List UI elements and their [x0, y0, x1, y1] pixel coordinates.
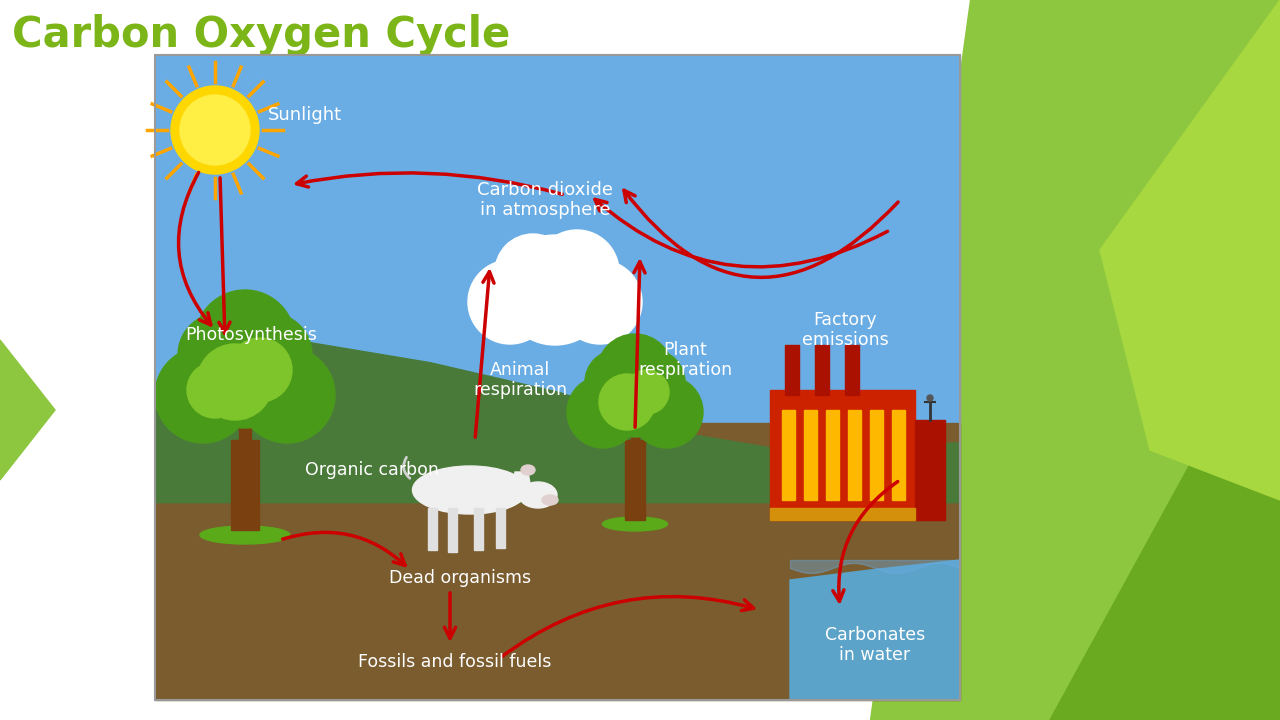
Text: Carbon Oxygen Cycle: Carbon Oxygen Cycle: [12, 14, 511, 56]
Text: Animal
respiration: Animal respiration: [472, 361, 567, 400]
Circle shape: [599, 374, 655, 430]
Bar: [804, 410, 817, 500]
Ellipse shape: [412, 466, 527, 514]
Circle shape: [239, 347, 335, 443]
Circle shape: [178, 313, 262, 397]
Circle shape: [585, 350, 649, 414]
Bar: [625, 440, 645, 520]
Circle shape: [927, 395, 933, 401]
Text: Carbon dioxide
in atmosphere: Carbon dioxide in atmosphere: [477, 181, 613, 220]
Bar: [239, 420, 251, 450]
Bar: [849, 410, 861, 500]
Bar: [155, 55, 960, 423]
Bar: [771, 390, 915, 520]
Ellipse shape: [541, 495, 558, 505]
Bar: [815, 345, 829, 395]
Ellipse shape: [603, 517, 667, 531]
Circle shape: [228, 313, 312, 397]
Polygon shape: [1050, 300, 1280, 720]
Bar: [892, 410, 905, 500]
Ellipse shape: [518, 482, 557, 508]
Circle shape: [596, 334, 673, 410]
Bar: [845, 345, 859, 395]
FancyArrowPatch shape: [403, 457, 410, 478]
Bar: [785, 345, 799, 395]
Text: Sunlight: Sunlight: [268, 106, 342, 124]
Circle shape: [195, 290, 294, 390]
Bar: [631, 425, 639, 447]
Circle shape: [155, 347, 251, 443]
Polygon shape: [512, 472, 532, 495]
Circle shape: [625, 370, 669, 414]
Ellipse shape: [521, 465, 535, 475]
Text: Photosynthesis: Photosynthesis: [186, 326, 317, 344]
Text: Dead organisms: Dead organisms: [389, 569, 531, 587]
Bar: [870, 410, 883, 500]
Bar: [474, 508, 483, 550]
Polygon shape: [870, 0, 1280, 720]
Circle shape: [172, 86, 259, 174]
Bar: [826, 410, 838, 500]
Circle shape: [228, 338, 292, 402]
Circle shape: [631, 376, 703, 448]
Circle shape: [468, 260, 552, 344]
Polygon shape: [790, 560, 960, 700]
Bar: [155, 423, 960, 700]
Text: Plant
respiration: Plant respiration: [637, 341, 732, 379]
Circle shape: [567, 376, 639, 448]
Text: Factory
emissions: Factory emissions: [801, 310, 888, 349]
Bar: [428, 508, 436, 550]
Polygon shape: [155, 343, 960, 503]
Polygon shape: [0, 340, 55, 480]
Text: Carbonates
in water: Carbonates in water: [824, 626, 925, 665]
Bar: [448, 508, 457, 552]
Circle shape: [197, 344, 273, 420]
Bar: [771, 508, 915, 520]
Bar: [155, 55, 960, 700]
Circle shape: [187, 362, 243, 418]
Circle shape: [495, 234, 571, 310]
Circle shape: [500, 235, 611, 345]
Circle shape: [180, 95, 250, 165]
Text: Fossils and fossil fuels: Fossils and fossil fuels: [358, 653, 552, 671]
Bar: [230, 440, 259, 530]
Circle shape: [187, 312, 303, 428]
Polygon shape: [1100, 0, 1280, 500]
Ellipse shape: [200, 526, 291, 544]
Circle shape: [558, 260, 643, 344]
Bar: [782, 410, 795, 500]
Circle shape: [593, 353, 677, 437]
Circle shape: [535, 230, 620, 314]
Bar: [915, 420, 945, 520]
Text: Organic carbon: Organic carbon: [305, 461, 439, 479]
Bar: [497, 508, 506, 548]
Circle shape: [621, 350, 685, 414]
